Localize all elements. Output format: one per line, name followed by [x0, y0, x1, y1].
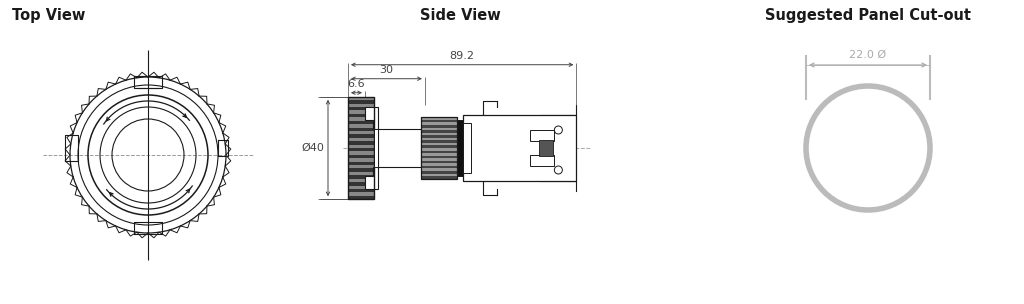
Bar — [421, 125, 457, 127]
Bar — [348, 117, 374, 121]
Bar — [348, 114, 374, 117]
Bar — [421, 174, 457, 176]
Bar — [421, 150, 457, 153]
Text: Top View: Top View — [12, 8, 85, 23]
Bar — [348, 158, 374, 162]
Bar — [348, 148, 374, 151]
Text: Suggested Panel Cut-out: Suggested Panel Cut-out — [765, 8, 971, 23]
Bar — [421, 148, 457, 150]
Bar — [348, 141, 374, 145]
Polygon shape — [365, 107, 421, 189]
Bar — [421, 166, 457, 168]
Bar — [540, 140, 553, 156]
Bar — [421, 145, 457, 148]
Bar — [348, 134, 374, 138]
Bar — [421, 127, 457, 130]
Bar — [348, 145, 374, 148]
Bar — [348, 151, 374, 155]
Bar — [421, 143, 457, 145]
Bar — [529, 155, 554, 166]
Bar — [421, 168, 457, 171]
Bar — [348, 182, 374, 185]
Bar — [348, 162, 374, 165]
Bar — [529, 130, 554, 141]
Bar — [348, 138, 374, 141]
Bar — [348, 107, 374, 110]
Bar — [457, 120, 463, 176]
Bar — [421, 130, 457, 133]
Bar — [463, 123, 471, 173]
Bar — [348, 124, 374, 127]
Bar — [421, 176, 457, 179]
Bar — [421, 138, 457, 140]
Bar — [348, 165, 374, 168]
Bar — [348, 189, 374, 192]
Text: 6.6: 6.6 — [347, 79, 366, 89]
Bar — [348, 192, 374, 196]
Text: 30: 30 — [380, 65, 393, 75]
Bar — [421, 117, 457, 120]
Bar — [421, 156, 457, 158]
Bar — [348, 196, 374, 199]
Bar — [348, 175, 374, 179]
Bar — [421, 140, 457, 143]
Text: Ø40: Ø40 — [301, 143, 324, 153]
Bar — [348, 104, 374, 107]
Bar — [421, 123, 457, 125]
Text: 22.0 Ø: 22.0 Ø — [850, 50, 887, 60]
Bar — [348, 131, 374, 134]
Bar — [421, 153, 457, 156]
Bar — [421, 120, 457, 123]
Bar — [348, 97, 374, 100]
Bar — [348, 110, 374, 114]
Bar — [348, 168, 374, 172]
Bar — [348, 172, 374, 175]
Text: 89.2: 89.2 — [450, 51, 475, 61]
Bar — [348, 185, 374, 189]
Bar — [421, 171, 457, 174]
Bar — [463, 115, 577, 181]
Bar — [348, 155, 374, 158]
Bar — [348, 97, 374, 199]
Bar — [374, 129, 378, 168]
Bar — [421, 133, 457, 135]
Bar — [348, 100, 374, 104]
Bar — [421, 163, 457, 166]
Bar — [421, 161, 457, 163]
Bar — [421, 117, 457, 179]
Bar — [348, 121, 374, 124]
Bar — [348, 127, 374, 131]
Text: Side View: Side View — [420, 8, 501, 23]
Bar — [348, 179, 374, 182]
Bar — [421, 135, 457, 138]
Bar — [421, 158, 457, 161]
